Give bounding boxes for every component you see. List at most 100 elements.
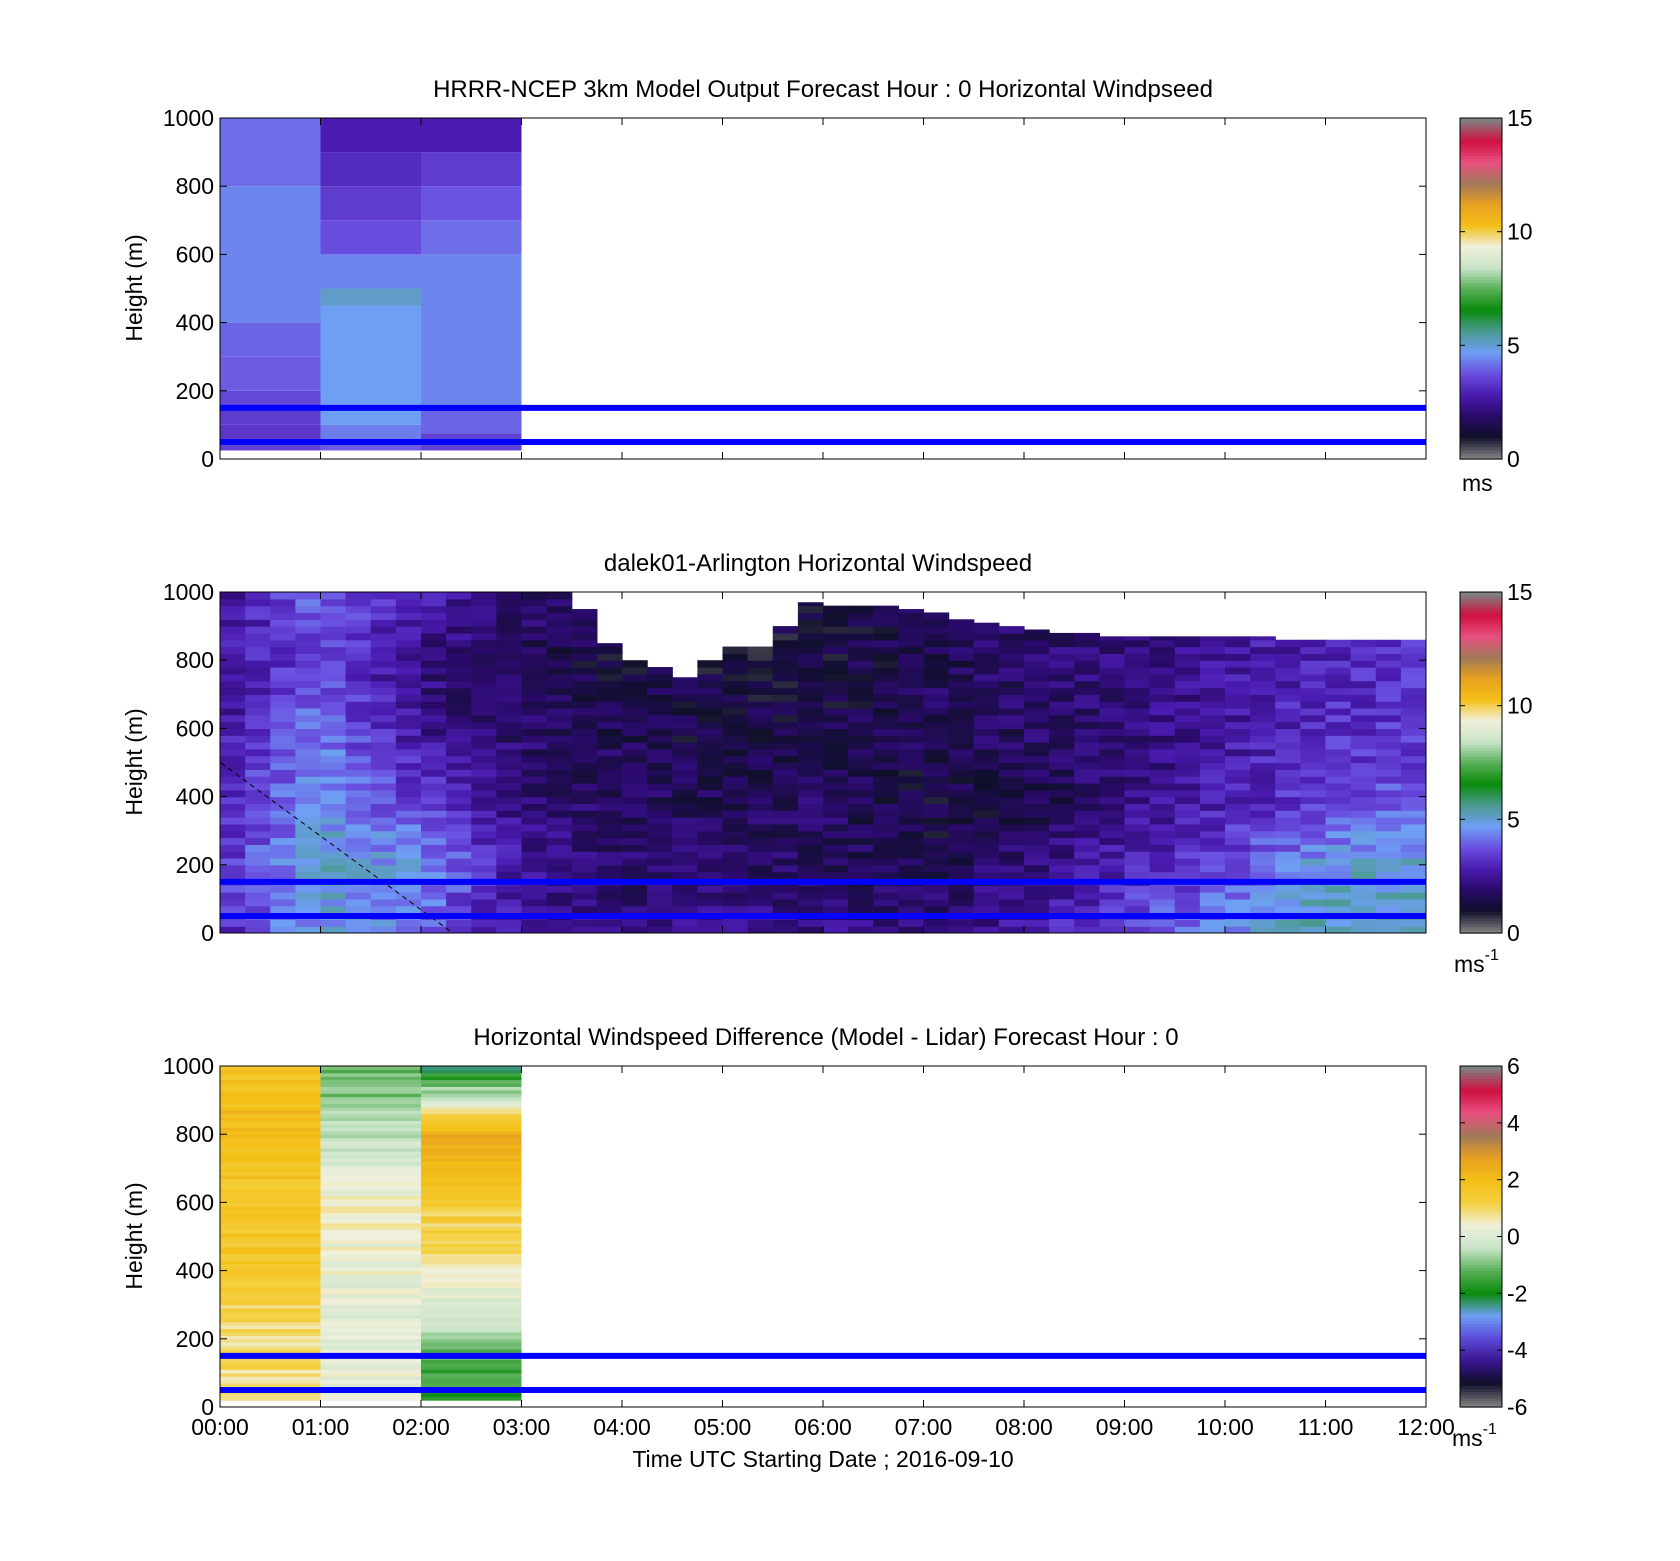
- heatmap-cell: [295, 660, 322, 668]
- heatmap-cell: [923, 735, 950, 743]
- heatmap-cell: [747, 926, 774, 933]
- heatmap-cell: [270, 667, 296, 675]
- heatmap-cell: [596, 796, 623, 805]
- heatmap-cell: [1149, 830, 1176, 839]
- heatmap-cell: [521, 857, 548, 866]
- colorbar-segment: [1460, 1224, 1502, 1228]
- heatmap-cell: [270, 598, 296, 607]
- heatmap-cell: [722, 864, 749, 873]
- colorbar-segment: [1460, 672, 1502, 677]
- heatmap-cell: [421, 667, 447, 675]
- heatmap-cell: [873, 803, 899, 811]
- heatmap-cell: [1124, 660, 1151, 668]
- heatmap-cell: [1074, 653, 1100, 661]
- heatmap-cell: [496, 905, 523, 914]
- heatmap-cell: [471, 748, 497, 757]
- heatmap-cell: [220, 1308, 321, 1313]
- heatmap-cell: [1124, 871, 1151, 880]
- heatmap-cell: [622, 871, 648, 880]
- colorbar-segment: [1460, 381, 1502, 386]
- heatmap-cell: [320, 1134, 421, 1139]
- colorbar-segment: [1460, 892, 1502, 897]
- colorbar-segment: [1460, 192, 1502, 197]
- heatmap-cell: [596, 742, 623, 750]
- heatmap-cell: [496, 714, 523, 723]
- heatmap-cell: [1375, 919, 1402, 927]
- heatmap-cell: [446, 905, 472, 914]
- colorbar-segment: [1460, 1103, 1502, 1107]
- heatmap-cell: [1024, 762, 1050, 770]
- heatmap-cell: [471, 735, 497, 743]
- heatmap-cell: [622, 748, 648, 757]
- heatmap-cell: [1275, 810, 1301, 818]
- heatmap-cell: [220, 1202, 321, 1207]
- heatmap-cell: [622, 742, 648, 750]
- colorbar-segment: [1460, 595, 1502, 599]
- heatmap-cell: [1400, 810, 1426, 818]
- heatmap-cell: [395, 782, 422, 791]
- heatmap-cell: [320, 1318, 421, 1323]
- heatmap-cell: [1375, 926, 1402, 933]
- heatmap-cell: [220, 1318, 321, 1323]
- heatmap-cell: [823, 755, 849, 764]
- heatmap-cell: [697, 810, 724, 818]
- heatmap-cell: [1250, 701, 1276, 709]
- heatmap-cell: [596, 667, 623, 675]
- colorbar-unit: ms-1: [1454, 947, 1499, 977]
- heatmap-cell: [647, 694, 673, 702]
- heatmap-cell: [898, 639, 925, 648]
- heatmap-cell: [1375, 680, 1402, 689]
- heatmap-cell: [421, 1106, 522, 1111]
- heatmap-cell: [596, 919, 623, 927]
- heatmap-cell: [446, 742, 472, 750]
- heatmap-cell: [1350, 926, 1377, 933]
- heatmap-cell: [220, 1246, 321, 1251]
- heatmap-cell: [546, 592, 573, 600]
- heatmap-cell: [1124, 728, 1151, 736]
- heatmap-cell: [395, 844, 422, 852]
- heatmap-cell: [823, 864, 849, 873]
- heatmap-cell: [421, 782, 447, 791]
- panel-model: HRRR-NCEP 3km Model Output Forecast Hour…: [121, 76, 1533, 496]
- heatmap-cell: [1199, 837, 1226, 845]
- heatmap-cell: [220, 1314, 321, 1319]
- heatmap-cell: [1300, 701, 1327, 709]
- heatmap-cell: [1225, 755, 1251, 764]
- heatmap-cell: [1275, 680, 1301, 689]
- heatmap-cell: [948, 871, 975, 880]
- heatmap-cell: [220, 1151, 321, 1156]
- heatmap-cell: [521, 680, 548, 689]
- heatmap-cell: [1375, 667, 1402, 675]
- heatmap-cell: [245, 673, 271, 682]
- heatmap-cell: [220, 1270, 321, 1275]
- heatmap-cell: [898, 673, 925, 682]
- heatmap-cell: [1124, 639, 1151, 648]
- heatmap-cell: [1250, 782, 1276, 791]
- heatmap-cell: [1275, 782, 1301, 791]
- heatmap-cell: [1350, 714, 1377, 723]
- heatmap-cell: [471, 823, 497, 832]
- heatmap-cell: [998, 769, 1025, 777]
- colorbar-segment: [1460, 319, 1502, 324]
- heatmap-cell: [1325, 864, 1352, 873]
- heatmap-cell: [345, 789, 372, 798]
- heatmap-cell: [521, 619, 548, 627]
- colorbar-segment: [1460, 1106, 1502, 1111]
- heatmap-cell: [1400, 837, 1426, 845]
- colorbar-segment: [1460, 852, 1502, 857]
- heatmap-cell: [220, 823, 246, 832]
- heatmap-cell: [1024, 639, 1050, 648]
- heatmap-cell: [1149, 653, 1176, 661]
- heatmap-cell: [873, 871, 899, 880]
- heatmap-cell: [220, 1325, 321, 1330]
- heatmap-cell: [245, 885, 271, 893]
- heatmap-cell: [395, 898, 422, 907]
- colorbar-segment: [1460, 650, 1502, 655]
- heatmap-cell: [421, 1192, 522, 1197]
- heatmap-cell: [672, 823, 698, 832]
- heatmap-cell: [923, 919, 950, 927]
- heatmap-cell: [421, 1178, 522, 1183]
- heatmap-cell: [471, 660, 497, 668]
- heatmap-cell: [848, 714, 874, 723]
- colorbar-segment: [1460, 1248, 1502, 1253]
